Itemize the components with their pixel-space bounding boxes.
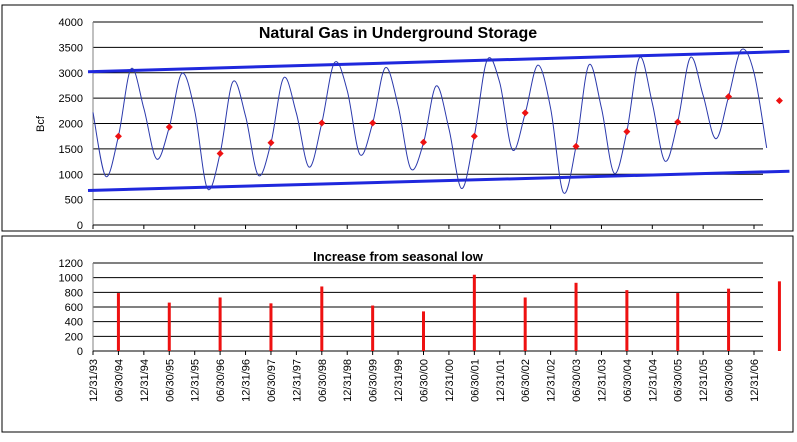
x-tick-label: 12/31/94 (139, 359, 151, 402)
bottom-y-tick-label: 0 (77, 346, 83, 358)
bar (625, 290, 629, 351)
top-y-tick-label: 3500 (59, 42, 83, 54)
x-tick-label: 06/30/97 (266, 359, 278, 402)
top-y-tick-label: 4000 (59, 17, 83, 29)
bar (472, 274, 476, 351)
top-y-tick-label: 3000 (59, 68, 83, 80)
marker-point (775, 97, 783, 105)
bottom-panel-frame (1, 235, 794, 433)
x-tick-label: 06/30/94 (113, 359, 125, 402)
x-tick-label: 06/30/96 (215, 359, 227, 402)
bar (727, 288, 731, 351)
x-tick-label: 06/30/99 (368, 359, 380, 402)
marker-point (470, 132, 478, 140)
x-tick-label: 06/30/00 (419, 359, 431, 402)
bar (371, 305, 375, 351)
marker-point (165, 123, 173, 131)
x-tick-label: 12/31/04 (647, 359, 659, 402)
x-tick-label: 12/31/01 (495, 359, 507, 402)
bar (218, 297, 222, 351)
marker-point (572, 142, 580, 150)
bottom-y-tick-label: 1000 (59, 273, 83, 285)
top-y-tick-label: 2000 (59, 119, 83, 131)
marker-point (318, 119, 326, 127)
marker-point (114, 132, 122, 140)
x-tick-label: 12/31/06 (749, 359, 761, 402)
top-y-tick-label: 1000 (59, 169, 83, 181)
bottom-y-tick-label: 400 (65, 317, 83, 329)
storage-series-line (92, 48, 768, 194)
x-tick-label: 12/31/00 (444, 359, 456, 402)
bar (167, 302, 171, 351)
marker-point (725, 93, 733, 101)
bottom-y-tick-label: 200 (65, 331, 83, 343)
x-tick-label: 12/31/97 (291, 359, 303, 402)
x-tick-label: 06/30/05 (673, 359, 685, 402)
x-tick-label: 12/31/03 (596, 359, 608, 402)
top-y-tick-label: 0 (77, 220, 83, 232)
x-tick-label: 06/30/03 (571, 359, 583, 402)
x-tick-label: 06/30/04 (622, 359, 634, 402)
bottom-y-tick-label: 600 (65, 302, 83, 314)
bar (574, 282, 578, 351)
x-tick-label: 12/31/95 (190, 359, 202, 402)
bar (116, 293, 120, 351)
marker-point (216, 149, 224, 157)
x-tick-label: 06/30/95 (164, 359, 176, 402)
x-tick-label: 06/30/02 (520, 359, 532, 402)
x-tick-label: 12/31/99 (393, 359, 405, 402)
bar (777, 281, 781, 351)
x-tick-label: 12/31/02 (546, 359, 558, 402)
x-tick-label: 06/30/06 (724, 359, 736, 402)
marker-point (521, 109, 529, 117)
top-y-tick-label: 1500 (59, 144, 83, 156)
bottom-chart-title: Increase from seasonal low (313, 249, 484, 264)
top-y-tick-label: 2500 (59, 93, 83, 105)
x-tick-label: 12/31/96 (241, 359, 253, 402)
bottom-y-tick-label: 800 (65, 287, 83, 299)
bar (676, 293, 680, 351)
trend-line (87, 49, 790, 74)
marker-point (420, 138, 427, 146)
marker-point (267, 139, 275, 147)
bar (523, 297, 527, 351)
trend-line (87, 169, 790, 192)
x-tick-label: 06/30/01 (469, 359, 481, 402)
marker-point (369, 119, 377, 127)
bar (422, 311, 425, 351)
y-axis-label: Bcf (35, 115, 47, 132)
marker-point (674, 118, 682, 126)
bar (320, 286, 324, 351)
bar (269, 303, 273, 351)
top-y-tick-label: 500 (65, 195, 83, 207)
x-tick-label: 12/31/05 (698, 359, 710, 402)
marker-point (623, 128, 631, 136)
x-tick-label: 12/31/93 (88, 359, 100, 402)
bottom-y-tick-label: 1200 (59, 258, 83, 270)
x-tick-label: 12/31/98 (342, 359, 354, 402)
x-tick-label: 06/30/98 (317, 359, 329, 402)
chart-title: Natural Gas in Underground Storage (259, 25, 537, 42)
top-panel-frame (1, 4, 794, 232)
